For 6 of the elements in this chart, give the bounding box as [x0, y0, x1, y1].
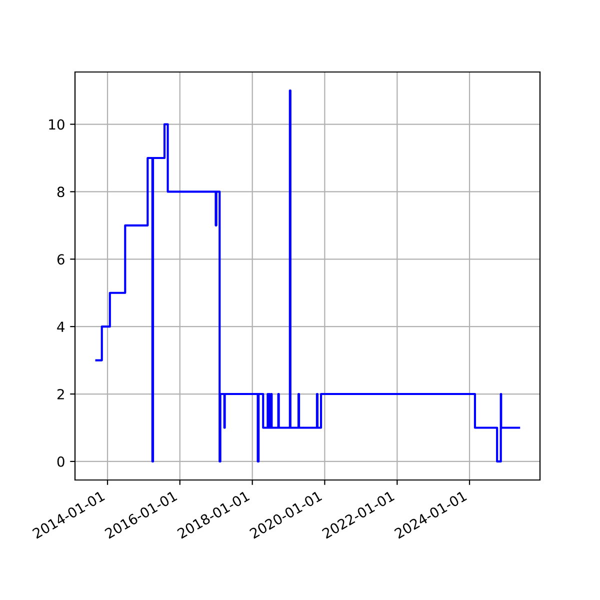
y-tick-label: 2 — [57, 388, 64, 400]
y-tick-label: 10 — [49, 119, 64, 130]
y-tick-label: 4 — [57, 322, 64, 332]
y-tick-label: 6 — [57, 254, 64, 265]
y-tick-label: 8 — [57, 186, 64, 198]
y-tick-label: 0 — [57, 456, 64, 467]
